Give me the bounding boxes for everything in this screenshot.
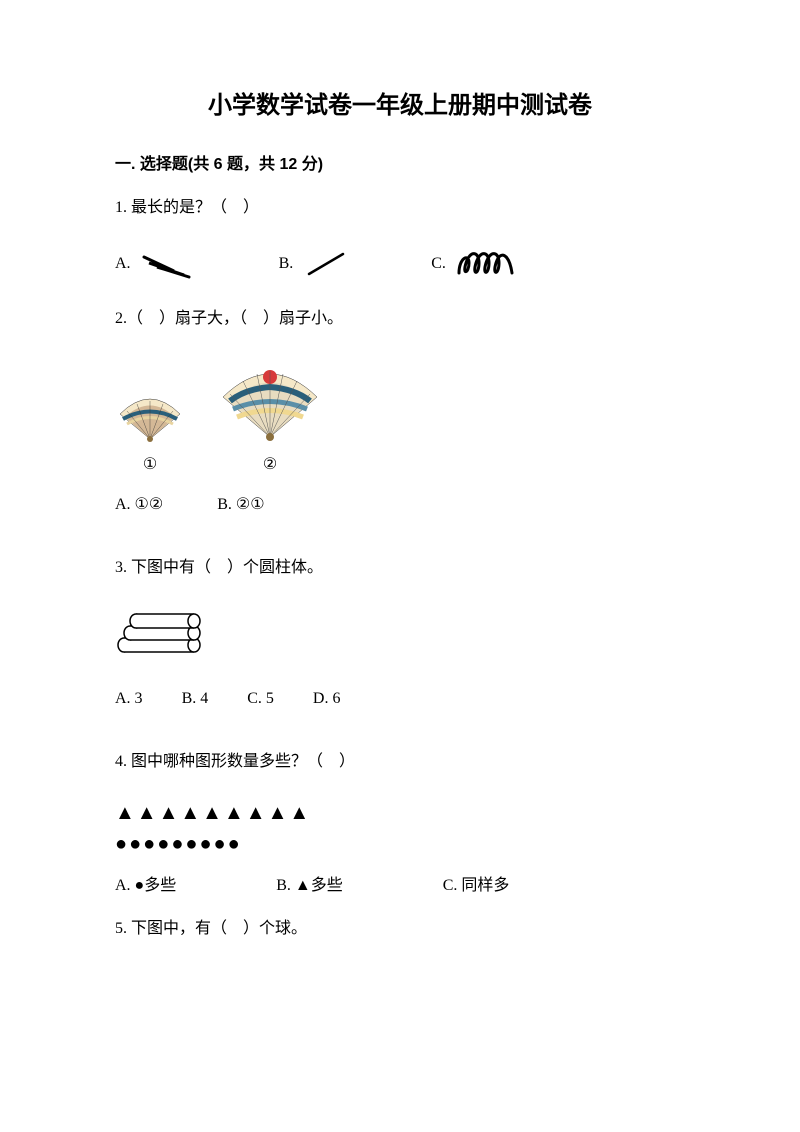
q2-options: A. ①② B. ②① — [115, 494, 685, 514]
zigzag-icon — [139, 249, 199, 279]
q2-optA: A. ①② — [115, 496, 163, 513]
q1-option-a: A. — [115, 249, 199, 279]
q4-triangles: ▲▲▲▲▲▲▲▲▲ — [115, 802, 685, 825]
question-3: 3. 下图中有（ ）个圆柱体。 — [115, 554, 685, 583]
question-1: 1. 最长的是？（ ） — [115, 194, 685, 223]
line-icon — [301, 249, 351, 279]
q3-cylinders — [115, 607, 685, 660]
question-4: 4. 图中哪种图形数量多些？（ ） — [115, 748, 685, 777]
q4-optB: B. ▲多些 — [276, 871, 343, 895]
small-fan-icon — [115, 389, 185, 444]
q1-optC-label: C. — [431, 255, 446, 273]
q4-circles: ●●●●●●●●● — [115, 833, 685, 856]
q1-optA-label: A. — [115, 255, 131, 273]
q3-options: A. 3 B. 4 C. 5 D. 6 — [115, 690, 685, 708]
q1-option-c: C. — [431, 248, 519, 280]
q1-optB-label: B. — [279, 255, 294, 273]
q2-optB: B. ②① — [217, 496, 264, 513]
section-header: 一. 选择题(共 6 题，共 12 分) — [115, 150, 685, 174]
q3-optC: C. 5 — [247, 690, 274, 707]
q4-optC: C. 同样多 — [443, 871, 510, 895]
q4-options: A. ●多些 B. ▲多些 C. 同样多 — [115, 871, 685, 895]
cylinders-icon — [115, 607, 205, 655]
q2-label-2: ② — [215, 454, 325, 474]
q1-options: A. B. C. — [115, 248, 685, 280]
q2-label-1: ① — [115, 454, 185, 474]
loops-icon — [454, 248, 519, 280]
question-5: 5. 下图中，有（ ）个球。 — [115, 915, 685, 944]
q2-fan-labels: ① ② — [115, 454, 685, 474]
q2-fans — [115, 359, 685, 444]
question-2: 2.（ ）扇子大，（ ）扇子小。 — [115, 305, 685, 334]
q3-optB: B. 4 — [182, 690, 209, 707]
q1-option-b: B. — [279, 249, 352, 279]
q3-optD: D. 6 — [313, 690, 341, 707]
q3-optA: A. 3 — [115, 690, 143, 707]
large-fan-icon — [215, 359, 325, 444]
q4-optA: A. ●多些 — [115, 871, 176, 895]
page-title: 小学数学试卷一年级上册期中测试卷 — [115, 85, 685, 120]
